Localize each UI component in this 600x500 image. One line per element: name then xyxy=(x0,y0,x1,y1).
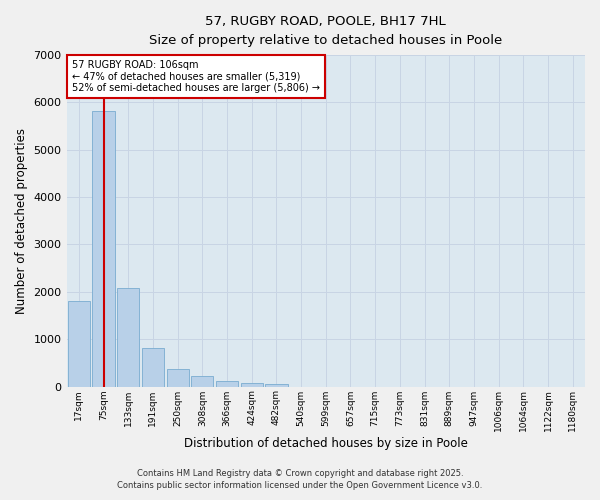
Bar xyxy=(92,111,115,386)
Bar xyxy=(167,370,189,386)
Title: 57, RUGBY ROAD, POOLE, BH17 7HL
Size of property relative to detached houses in : 57, RUGBY ROAD, POOLE, BH17 7HL Size of … xyxy=(149,15,502,47)
Text: Contains HM Land Registry data © Crown copyright and database right 2025.
Contai: Contains HM Land Registry data © Crown c… xyxy=(118,468,482,490)
Bar xyxy=(265,384,287,386)
Bar xyxy=(241,383,263,386)
Bar xyxy=(216,382,238,386)
Bar xyxy=(191,376,214,386)
Y-axis label: Number of detached properties: Number of detached properties xyxy=(15,128,28,314)
Bar xyxy=(142,348,164,387)
Bar xyxy=(117,288,139,386)
Bar xyxy=(68,302,90,386)
X-axis label: Distribution of detached houses by size in Poole: Distribution of detached houses by size … xyxy=(184,437,468,450)
Text: 57 RUGBY ROAD: 106sqm
← 47% of detached houses are smaller (5,319)
52% of semi-d: 57 RUGBY ROAD: 106sqm ← 47% of detached … xyxy=(72,60,320,94)
